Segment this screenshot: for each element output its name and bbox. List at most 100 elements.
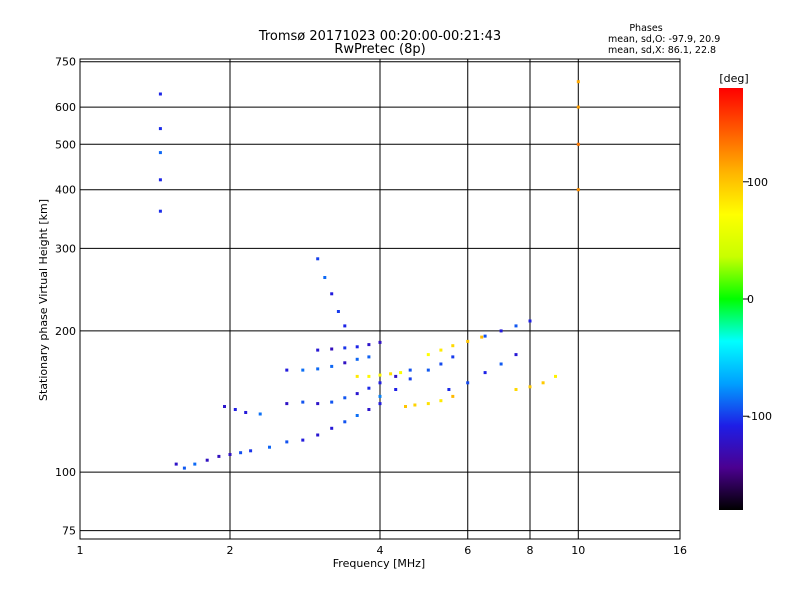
data-point <box>408 368 412 372</box>
data-point <box>554 374 557 378</box>
data-point <box>408 377 412 381</box>
data-point <box>285 368 289 372</box>
y-tick-label: 750 <box>55 56 76 69</box>
x-tick-label: 4 <box>377 544 384 557</box>
data-point <box>244 411 248 414</box>
data-point <box>367 343 371 347</box>
colorbar-tick-label: 0 <box>747 293 754 306</box>
data-point <box>336 310 340 313</box>
data-point <box>576 188 580 192</box>
data-point <box>239 451 243 455</box>
data-point <box>217 454 221 458</box>
data-point <box>514 388 518 391</box>
data-point <box>343 396 347 400</box>
y-tick-label: 300 <box>55 242 76 255</box>
data-point <box>367 408 371 411</box>
data-point <box>301 438 305 442</box>
x-tick-label: 16 <box>673 544 687 557</box>
x-axis-ticks: 1 2 4 6 8 10 16 <box>77 544 688 557</box>
data-point <box>343 324 347 328</box>
data-point <box>316 433 320 437</box>
data-point <box>367 355 371 359</box>
data-point <box>466 381 470 385</box>
data-point <box>514 324 518 328</box>
data-point <box>323 276 327 279</box>
data-point <box>228 453 232 456</box>
data-point <box>258 412 262 416</box>
phases-x-stats: mean, sd,X: 86.1, 22.8 <box>608 45 716 56</box>
data-point <box>480 335 484 339</box>
data-point <box>355 357 359 361</box>
data-point <box>389 372 393 376</box>
data-point <box>182 466 186 470</box>
data-points <box>158 80 580 470</box>
data-point <box>174 462 178 466</box>
data-point <box>394 388 398 391</box>
data-point <box>268 445 271 449</box>
data-point <box>355 345 359 349</box>
data-point <box>514 353 518 357</box>
x-tick-label: 6 <box>464 544 471 557</box>
data-point <box>451 344 455 348</box>
chart-subtitle: RwPretec (8p) <box>334 42 425 57</box>
data-point <box>193 462 197 466</box>
data-point <box>158 127 162 131</box>
data-point <box>330 292 334 296</box>
data-point <box>343 346 347 350</box>
data-point <box>316 367 320 371</box>
colorbar <box>719 88 743 510</box>
data-point <box>330 400 334 404</box>
data-point <box>158 209 162 213</box>
data-point <box>394 374 398 378</box>
colorbar-tick-label: -100 <box>747 410 772 423</box>
data-point <box>541 381 545 385</box>
y-tick-label: 400 <box>55 184 76 197</box>
data-point <box>499 329 503 333</box>
data-point <box>330 426 334 430</box>
data-point <box>223 405 226 408</box>
data-point <box>316 402 320 406</box>
data-point <box>378 340 382 344</box>
data-point <box>355 392 359 396</box>
plot-frame <box>79 58 681 540</box>
data-point <box>576 105 580 109</box>
data-point <box>378 381 382 385</box>
y-tick-label: 100 <box>55 466 76 479</box>
data-point <box>355 374 359 378</box>
x-tick-label: 2 <box>227 544 234 557</box>
data-point <box>378 373 382 377</box>
data-point <box>367 374 371 378</box>
data-point <box>301 368 305 372</box>
colorbar-tick-label: 100 <box>747 176 768 189</box>
data-point <box>301 400 305 404</box>
phases-o-stats: mean, sd,O: -97.9, 20.9 <box>608 34 720 45</box>
data-point <box>330 347 334 351</box>
data-point <box>426 353 430 357</box>
data-point <box>451 394 455 398</box>
y-tick-label: 75 <box>62 525 76 538</box>
data-point <box>439 399 443 403</box>
data-point <box>399 371 403 375</box>
data-point <box>158 178 162 182</box>
data-point <box>499 362 503 366</box>
data-point <box>378 402 382 406</box>
data-point <box>233 408 237 411</box>
x-tick-label: 1 <box>77 544 84 557</box>
data-point <box>413 403 417 407</box>
y-tick-label: 200 <box>55 325 76 338</box>
data-point <box>330 364 334 368</box>
data-point <box>466 339 470 343</box>
data-point <box>205 458 209 462</box>
data-point <box>528 319 532 323</box>
data-point <box>439 362 443 366</box>
y-tick-label: 600 <box>55 101 76 114</box>
data-point <box>343 361 347 365</box>
colorbar-ticks: 100 0 -100 <box>743 176 772 423</box>
data-point <box>355 414 359 417</box>
y-axis-ticks: 75 100 200 300 400 500 600 750 <box>55 56 76 538</box>
colorbar-unit-label: [deg] <box>719 72 748 85</box>
data-point <box>285 402 289 406</box>
data-point <box>426 402 430 406</box>
data-point <box>367 386 371 390</box>
